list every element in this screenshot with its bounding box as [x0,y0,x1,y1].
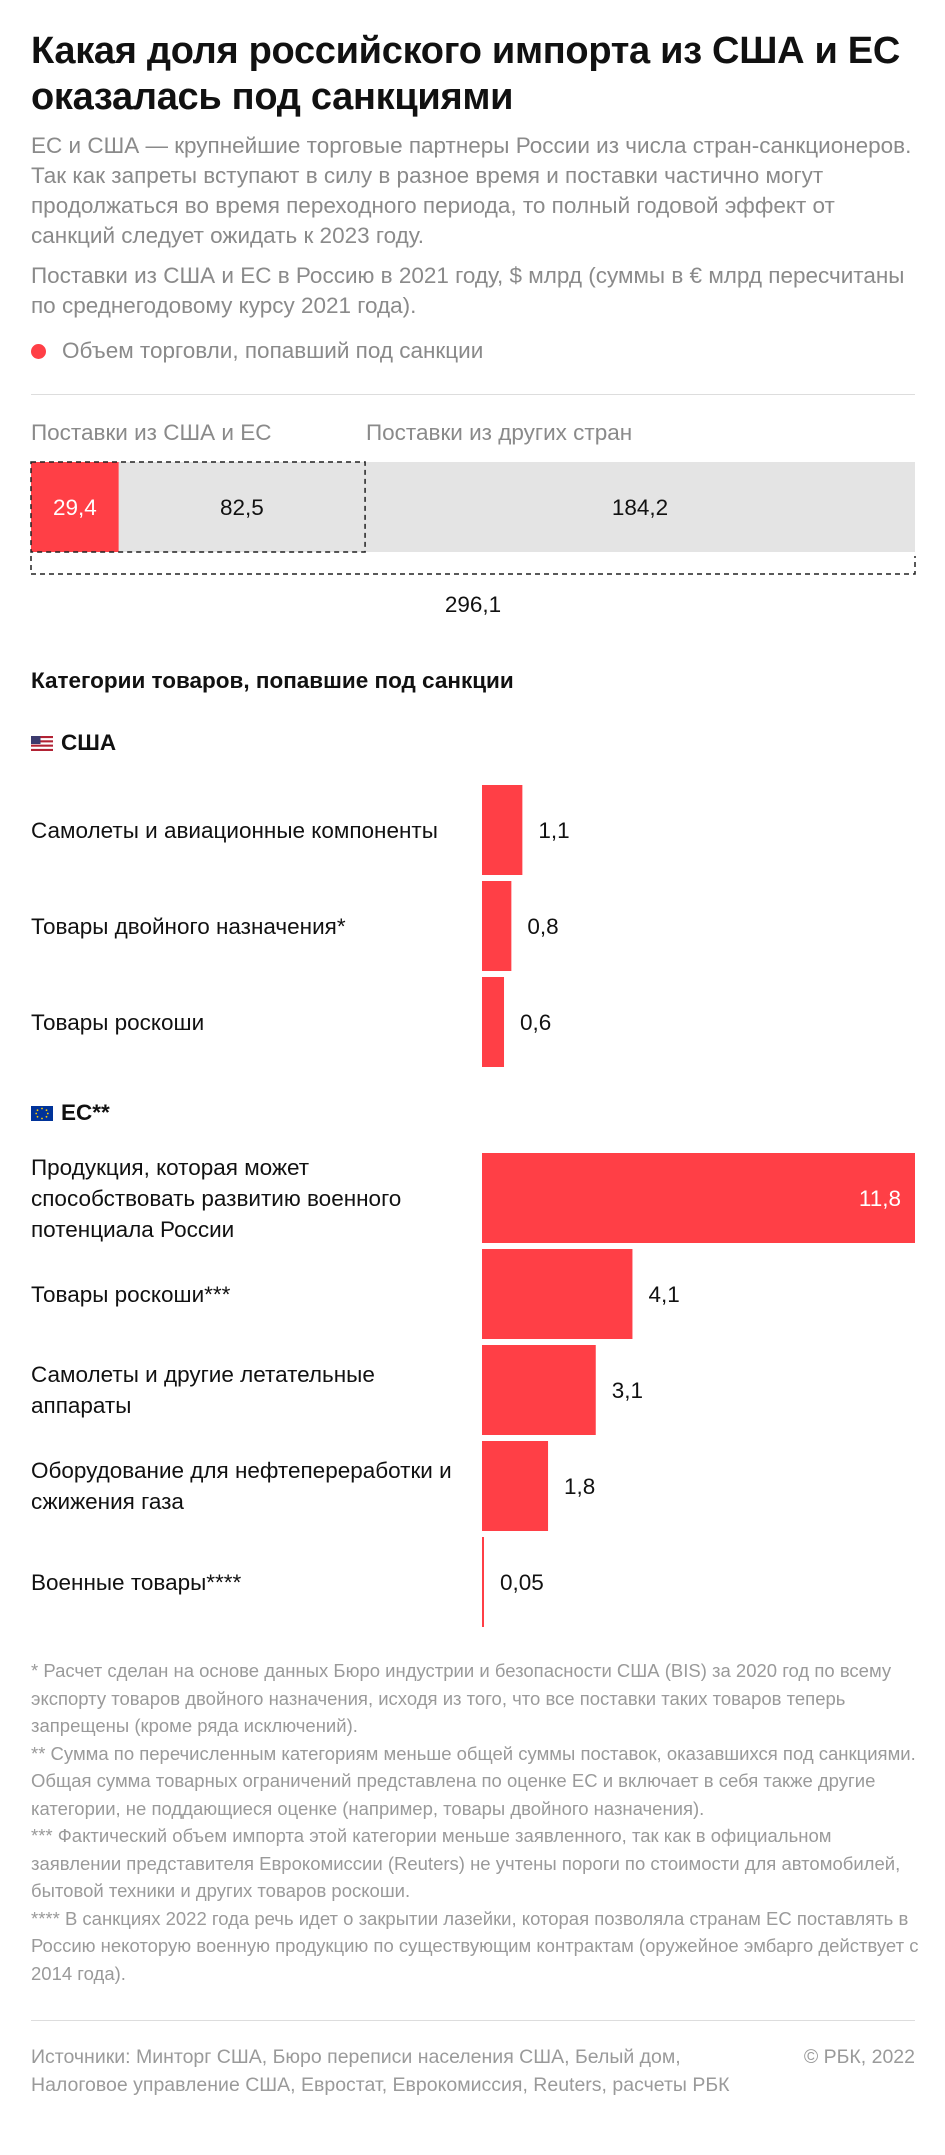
group-heading-eu: ЕС** [31,1100,110,1126]
lead-text: ЕС и США — крупнейшие торговые партнеры … [31,131,921,321]
bar-segment-sanctioned [31,462,119,552]
category-bar [482,785,523,875]
chart-subtitle: Поставки из США и ЕС в Россию в 2021 год… [31,263,905,318]
group-name: США [61,730,117,755]
category-label: Военные товары**** [31,1569,242,1595]
category-bar [482,881,512,971]
group-label-usa-eu: Поставки из США и ЕС [31,420,272,445]
footnote: *** Фактический объем импорта этой катег… [31,1825,901,1901]
copyright: © РБК, 2022 [803,2046,915,2068]
category-bar [482,1345,596,1435]
footnote: ** Сумма по перечисленным категориям мен… [31,1742,916,1819]
category-label: Самолеты и другие летательные аппараты [31,1362,375,1418]
category-value-label: 0,05 [500,1570,544,1595]
data-label-usa-eu-rest: 82,5 [220,495,264,520]
bar-segment-other [365,462,916,552]
bar-segment-usa-eu-rest [118,462,366,552]
page-title: Какая доля российского импорта из США и … [31,30,900,118]
group-name: ЕС** [61,1100,110,1125]
lead-paragraph: ЕС и США — крупнейшие торговые партнеры … [31,133,912,248]
category-label: Самолеты и авиационные компоненты [31,817,438,843]
total-bracket [30,556,916,575]
category-value-label: 0,6 [520,1010,551,1035]
category-bar [482,1537,484,1627]
category-bar [482,1249,633,1339]
divider [31,2020,915,2021]
data-label-sanctioned: 29,4 [53,495,97,520]
total-label: 296,1 [445,592,501,617]
category-label: Товары роскоши*** [31,1281,231,1307]
category-label: Оборудование для нефтепереработки и сжиж… [31,1458,452,1514]
footnotes: * Расчет сделан на основе данных Бюро ин… [31,1657,921,1987]
us-flag-icon [31,735,53,751]
categories-heading: Категории товаров, попавшие под санкции [31,668,514,693]
legend-label: Объем торговли, попавший под санкции [62,338,484,363]
category-value-label: 0,8 [527,914,558,939]
category-bar [482,1441,549,1531]
category-value-label: 4,1 [648,1282,679,1307]
legend: Объем торговли, попавший под санкции [31,338,483,364]
category-label: Продукция, которая может способствовать … [31,1154,402,1242]
stacked-bar-chart: 29,4 82,5 184,2 296,1 [30,461,916,617]
sources: Источники: Минторг США, Бюро переписи на… [31,2046,730,2096]
category-value-label: 1,1 [538,818,569,843]
footnote: * Расчет сделан на основе данных Бюро ин… [31,1660,892,1736]
usa-eu-outline [30,461,366,553]
category-value-label: 11,8 [859,1186,901,1211]
category-bar [482,977,505,1067]
group-heading-usa: США [31,730,116,756]
category-label: Товары роскоши [31,1009,205,1035]
legend-swatch-sanctioned [31,343,46,359]
group-label-other: Поставки из других стран [366,420,633,445]
category-bar [482,1153,915,1243]
divider [31,394,915,395]
footnote: **** В санкциях 2022 года речь идет о за… [31,1907,919,1984]
data-label-other: 184,2 [612,495,668,520]
category-bar-chart: 1,1 0,8 0,6 11,8 4,1 3,1 1,8 0,05 [482,785,915,1627]
category-value-label: 3,1 [612,1378,643,1403]
category-value-label: 1,8 [564,1474,595,1499]
eu-flag-icon [31,1105,53,1121]
category-label: Товары двойного назначения* [31,913,346,939]
